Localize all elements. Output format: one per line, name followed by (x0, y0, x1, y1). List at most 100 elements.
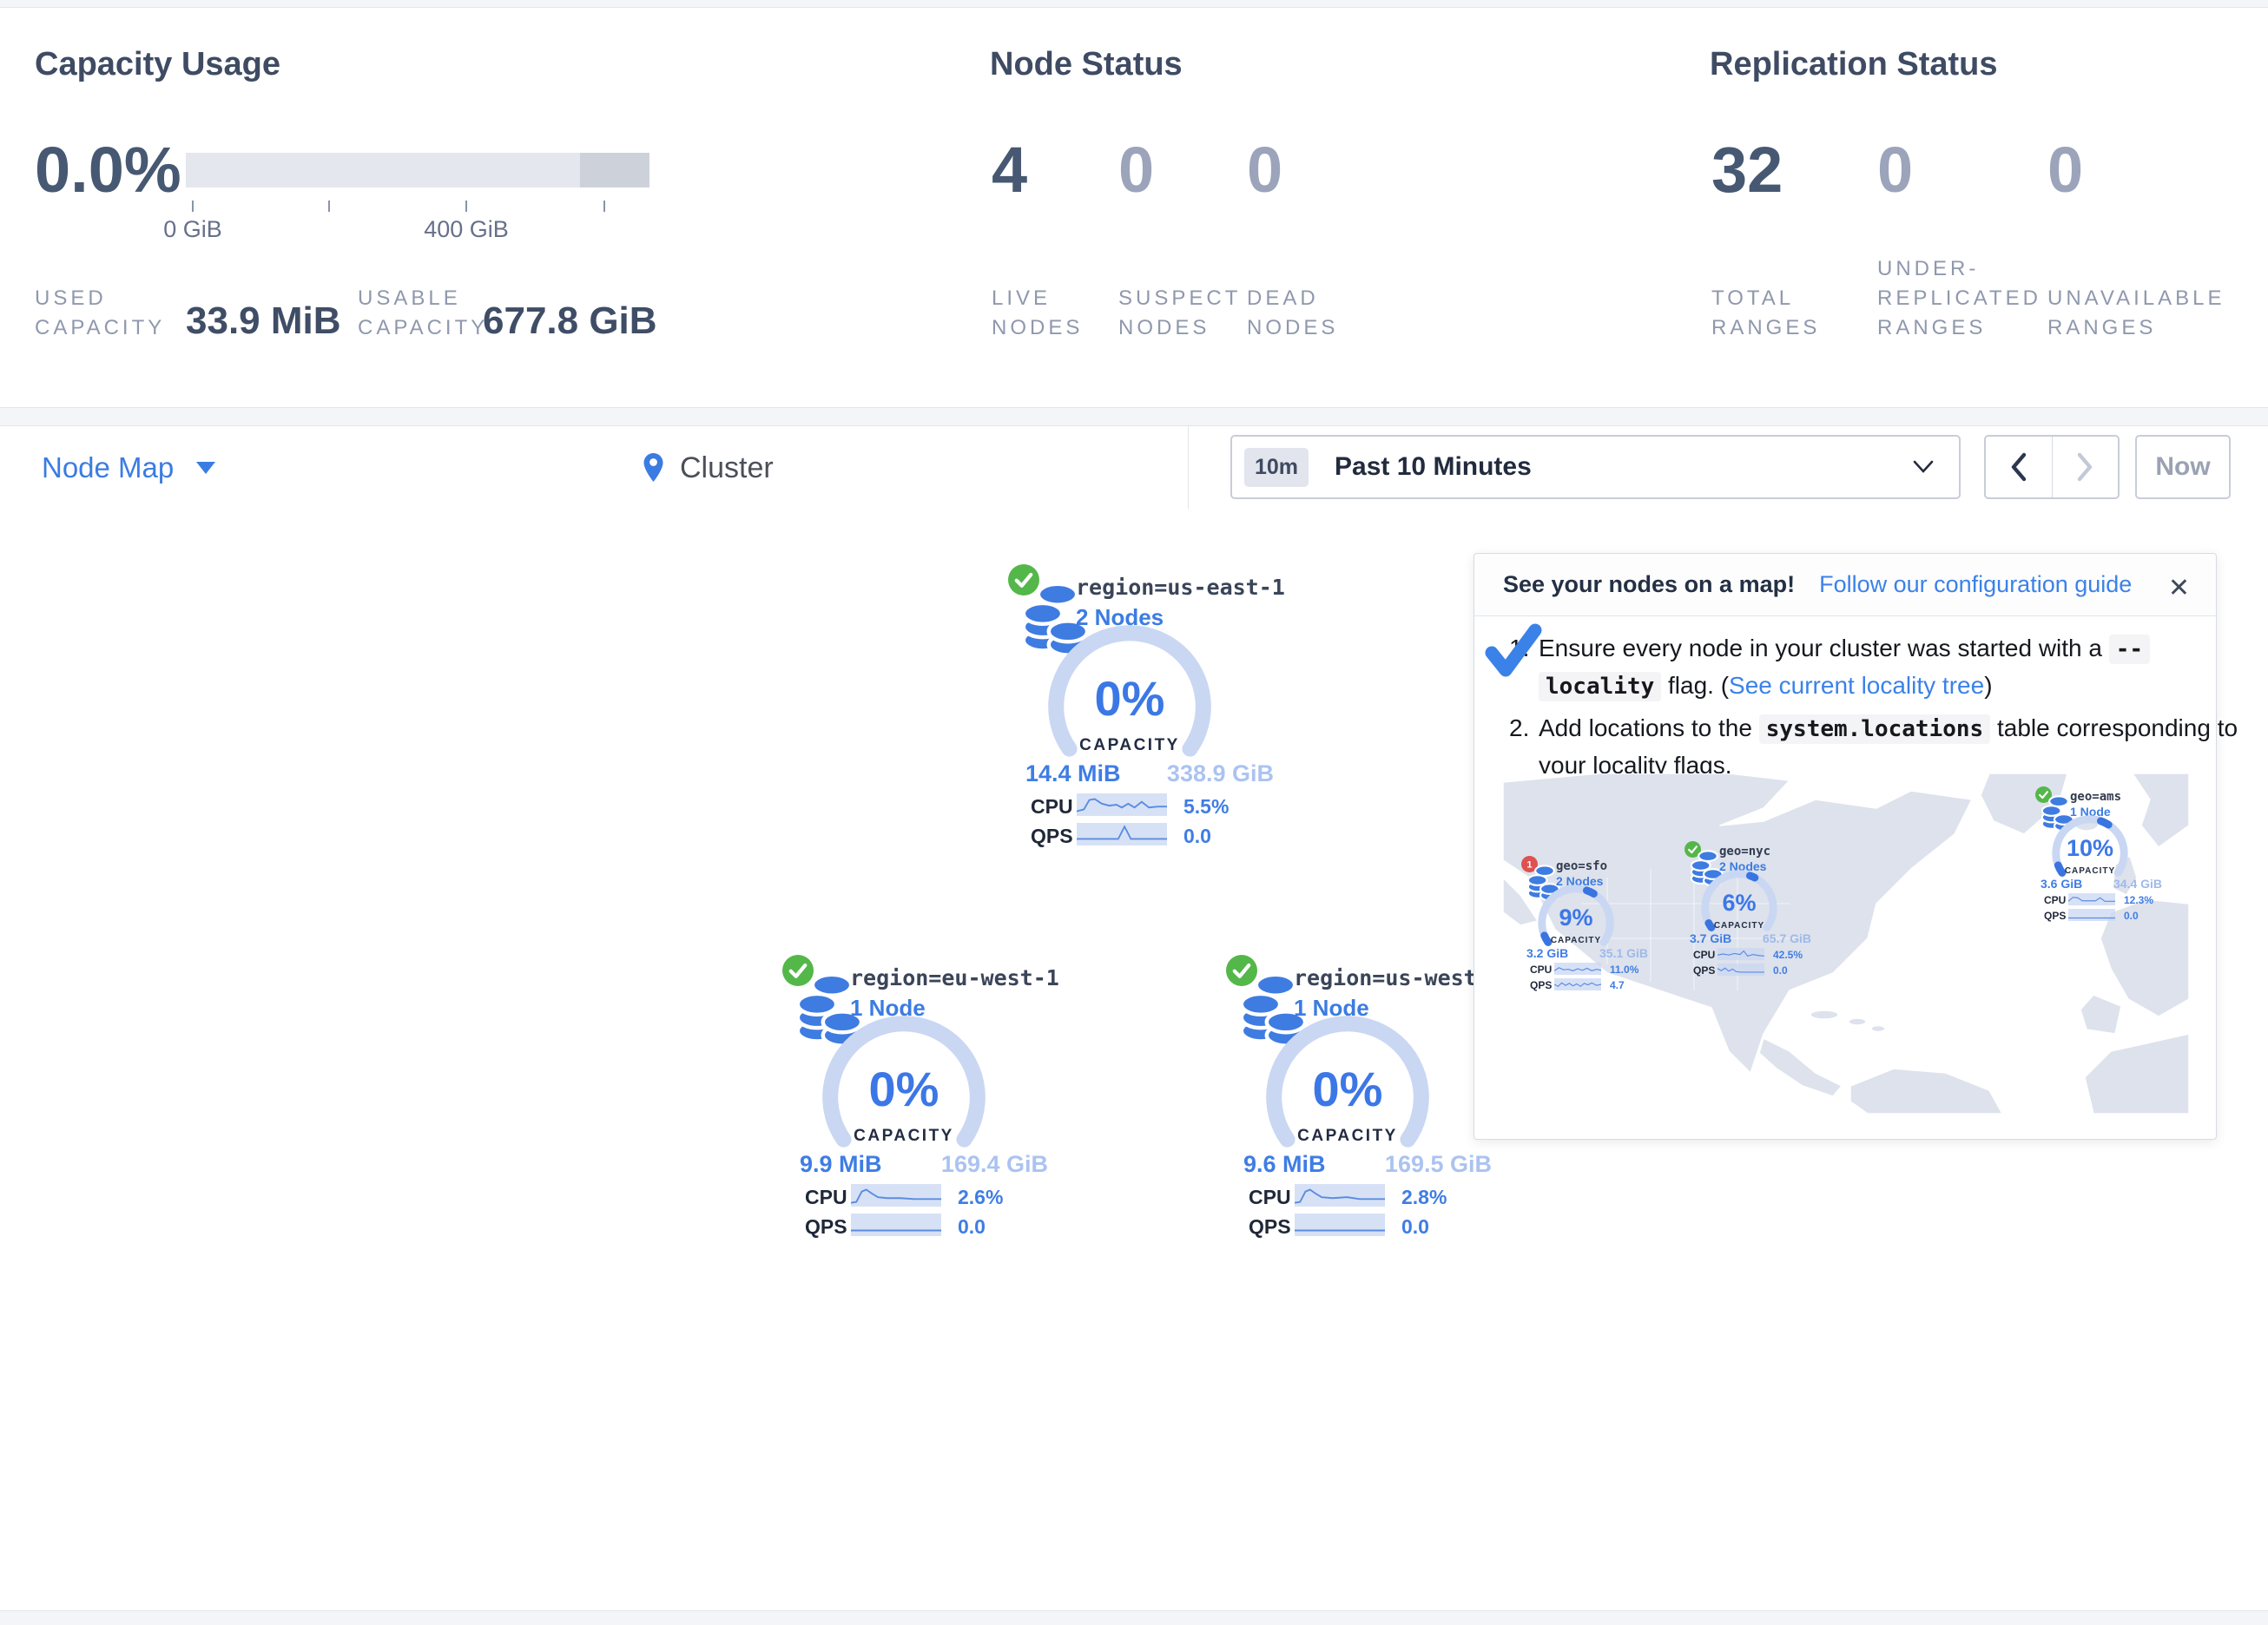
replication-status-title: Replication Status (1710, 46, 1998, 82)
geo-nodes-link[interactable]: 2 Nodes (1719, 859, 1767, 873)
capacity-percent: 9% (1559, 905, 1593, 931)
capacity-tick-label-0: 0 GiB (163, 216, 222, 242)
total-capacity: 34.4 GiB (2113, 877, 2163, 891)
popup-steps: 1. Ensure every node in your cluster was … (1485, 623, 2238, 784)
cpu-value: 11.0% (1610, 964, 1639, 976)
cpu-sparkline (1717, 948, 1764, 960)
region-node-us-west-1[interactable]: region=us-west-1 1 Node 0% CAPACITY 9.6 … (1226, 955, 1504, 1259)
capacity-usage-bar (186, 153, 649, 188)
capacity-tick (603, 201, 605, 212)
geo-nodes-link[interactable]: 1 Node (2070, 805, 2111, 819)
geo-label: geo=ams (2070, 790, 2122, 804)
qps-value: 4.7 (1610, 979, 1625, 991)
qps-value: 0.0 (2124, 910, 2139, 922)
used-capacity: 3.6 GiB (2041, 877, 2083, 891)
cpu-label: CPU (1249, 1186, 1291, 1208)
region-label: region=us-east-1 (1076, 575, 1285, 600)
geo-nodes-link[interactable]: 2 Nodes (1556, 874, 1604, 888)
cpu-sparkline (1295, 1184, 1385, 1207)
close-icon[interactable]: ✕ (2167, 574, 2190, 602)
cpu-value: 2.6% (958, 1186, 1004, 1208)
bottom-strip (0, 1610, 2268, 1625)
used-capacity-value: 33.9 MiB (186, 299, 341, 342)
world-map-preview: geo=sfo 2 Nodes 9% CAPACITY 3.2 GiB 35.1… (1503, 773, 2189, 1114)
map-pin-icon (643, 453, 663, 482)
capacity-tick (465, 201, 467, 212)
step-1-line-1: 1. Ensure every node in your cluster was … (1509, 630, 2190, 668)
capacity-tick (328, 201, 330, 212)
time-range-select[interactable]: 10m Past 10 Minutes (1230, 435, 1961, 499)
region-node-eu-west-1[interactable]: region=eu-west-1 1 Node 0% CAPACITY 9.9 … (782, 955, 1060, 1259)
breadcrumb-label: Cluster (680, 451, 774, 484)
time-step-back-button[interactable] (1986, 437, 2053, 497)
capacity-tick (192, 201, 194, 212)
capacity-tick-label-400: 400 GiB (424, 216, 509, 242)
capacity-usage-percent: 0.0% (35, 134, 181, 206)
cpu-label: CPU (805, 1186, 847, 1208)
time-step-forward-button[interactable] (2053, 437, 2119, 497)
capacity-word: CAPACITY (1550, 936, 1602, 945)
cpu-sparkline (2068, 893, 2115, 905)
geo-label: geo=nyc (1719, 845, 1771, 859)
nodes-on-map-popup: See your nodes on a map! Follow our conf… (1474, 553, 2238, 1140)
capacity-word: CAPACITY (1713, 921, 1765, 931)
geo-label: geo=sfo (1556, 859, 1608, 873)
cpu-label: CPU (1693, 949, 1716, 961)
dead-nodes-label: DEAD NODES (1247, 286, 1339, 339)
qps-sparkline (1717, 964, 1764, 976)
qps-label: QPS (805, 1215, 847, 1238)
qps-sparkline (851, 1214, 941, 1236)
step-2-line-1: 2. Add locations to the system.locations … (1509, 714, 2238, 744)
live-nodes-label: LIVE NODES (992, 286, 1084, 339)
code-chip: system.locations (1758, 714, 1991, 744)
capacity-word: CAPACITY (854, 1127, 954, 1145)
capacity-usage-title: Capacity Usage (35, 46, 281, 82)
qps-label: QPS (1249, 1215, 1291, 1238)
usable-capacity-value: 677.8 GiB (483, 299, 657, 342)
used-capacity: 14.4 MiB (1025, 760, 1121, 786)
usable-capacity-label: USABLE CAPACITY (358, 286, 489, 339)
capacity-percent: 0% (1312, 1062, 1383, 1116)
cpu-label: CPU (1031, 795, 1073, 818)
suspect-nodes-label: SUSPECT NODES (1118, 286, 1242, 339)
cpu-label: CPU (1530, 964, 1553, 976)
cpu-value: 12.3% (2124, 894, 2154, 906)
popup-header: See your nodes on a map! Follow our conf… (1474, 554, 2216, 616)
qps-value: 0.0 (1773, 964, 1788, 977)
capacity-word: CAPACITY (2064, 866, 2116, 876)
view-mode-dropdown[interactable]: Node Map (42, 426, 216, 510)
under-replicated-label: UNDER- REPLICATED RANGES (1877, 257, 2041, 339)
cpu-value: 2.8% (1401, 1186, 1447, 1208)
suspect-nodes-value: 0 (1118, 134, 1155, 206)
locality-tree-link[interactable]: See current locality tree (1729, 672, 1985, 699)
total-ranges-label: TOTAL RANGES (1711, 286, 1821, 339)
qps-value: 0.0 (1183, 825, 1211, 847)
used-capacity: 9.6 MiB (1243, 1151, 1326, 1177)
qps-sparkline (1295, 1214, 1385, 1236)
unavailable-value: 0 (2047, 134, 2084, 206)
capacity-bar-reserved-segment (580, 153, 649, 188)
now-button[interactable]: Now (2135, 435, 2231, 499)
breadcrumb[interactable]: Cluster (643, 426, 774, 510)
region-label: region=eu-west-1 (850, 965, 1059, 990)
cpu-label: CPU (2044, 894, 2067, 906)
dead-nodes-value: 0 (1247, 134, 1283, 206)
popup-title: See your nodes on a map! (1503, 571, 1796, 597)
chevron-down-icon (196, 462, 216, 474)
chevron-down-icon (1913, 460, 1934, 473)
region-node-us-east-1[interactable]: region=us-east-1 2 Nodes 0% CAPACITY 14.… (1008, 564, 1286, 868)
chevron-left-icon (2011, 452, 2026, 482)
qps-label: QPS (1693, 964, 1716, 977)
total-capacity: 169.4 GiB (940, 1151, 1048, 1177)
capacity-percent: 0% (868, 1062, 940, 1116)
live-nodes-value: 4 (992, 134, 1028, 206)
configuration-guide-link[interactable]: Follow our configuration guide (1819, 571, 2133, 597)
capacity-percent: 10% (2066, 835, 2114, 861)
cpu-sparkline (1077, 793, 1167, 816)
total-capacity: 169.5 GiB (1384, 1151, 1492, 1177)
node-status-title: Node Status (990, 46, 1183, 82)
map-toolbar: Node Map Cluster 10m Past 10 Minutes Now (0, 425, 2268, 510)
qps-sparkline (1554, 978, 1601, 990)
capacity-percent: 6% (1722, 890, 1757, 916)
capacity-word: CAPACITY (1297, 1127, 1398, 1145)
